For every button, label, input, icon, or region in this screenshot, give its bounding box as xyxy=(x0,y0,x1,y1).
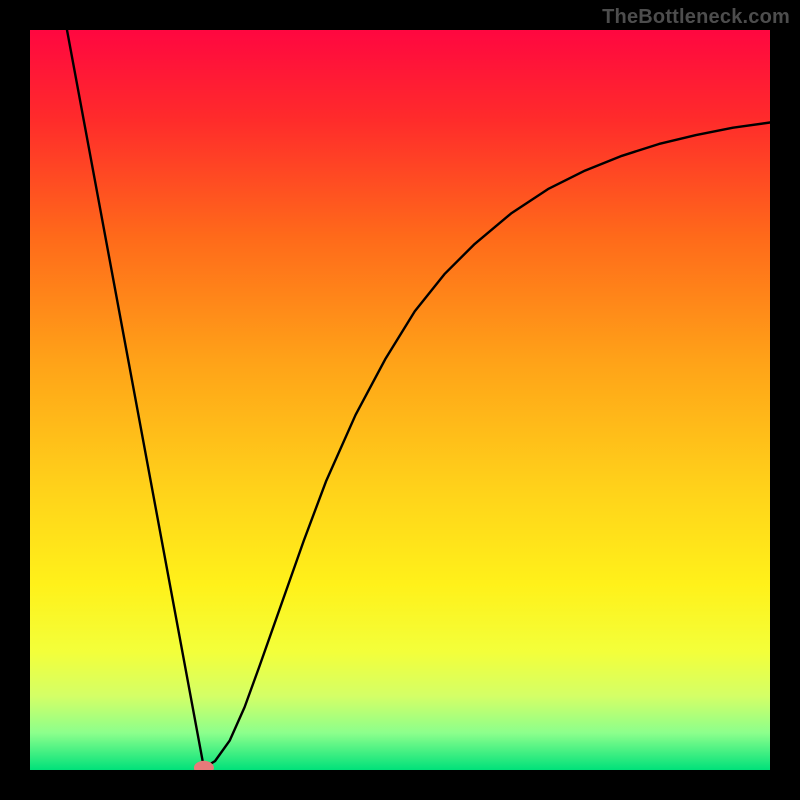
gradient-line-chart xyxy=(30,30,770,770)
plot-area xyxy=(30,30,770,770)
chart-frame: TheBottleneck.com xyxy=(0,0,800,800)
chart-background-gradient xyxy=(30,30,770,770)
watermark-text: TheBottleneck.com xyxy=(602,6,790,29)
